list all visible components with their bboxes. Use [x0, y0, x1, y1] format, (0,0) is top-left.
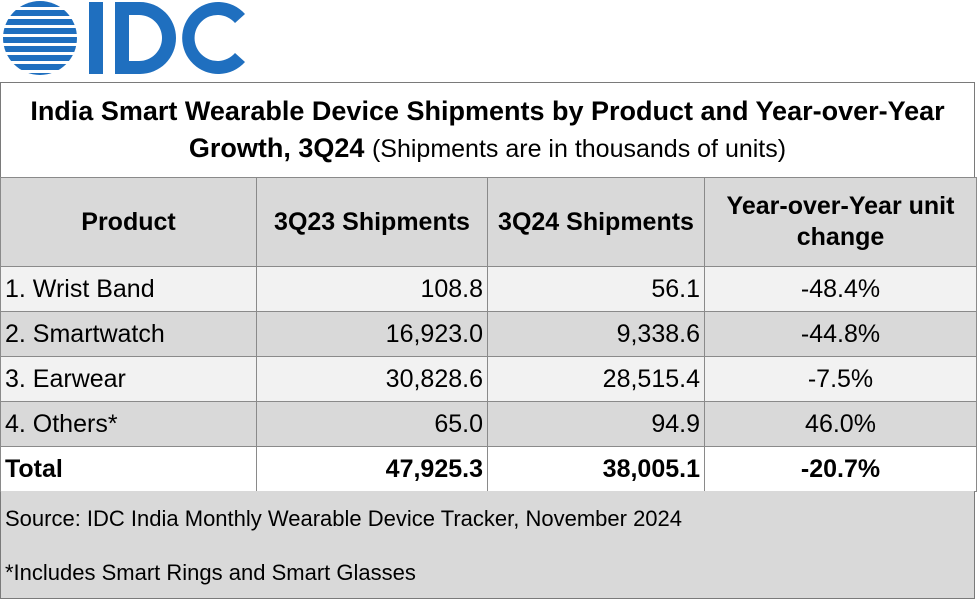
cell-3q24: 56.1 — [487, 266, 705, 312]
cell-product: 1. Wrist Band — [0, 266, 257, 312]
title-note: (Shipments are in thousands of units) — [371, 135, 787, 163]
cell-yoy: -7.5% — [704, 356, 977, 402]
cell-3q23: 16,923.0 — [256, 311, 488, 357]
footnote: *Includes Smart Rings and Smart Glasses — [5, 560, 416, 585]
cell-3q24: 28,515.4 — [487, 356, 705, 402]
table-frame: India Smart Wearable Device Shipments by… — [0, 82, 977, 599]
cell-product: 2. Smartwatch — [0, 311, 257, 357]
shipments-table: Product 3Q23 Shipments 3Q24 Shipments Ye… — [0, 177, 977, 492]
header-yoy: Year-over-Year unit change — [704, 177, 977, 267]
header-3q24: 3Q24 Shipments — [487, 177, 705, 267]
cell-3q23: 65.0 — [256, 401, 488, 447]
cell-3q24: 9,338.6 — [487, 311, 705, 357]
total-row: Total 47,925.3 38,005.1 -20.7% — [0, 446, 977, 492]
table-footer: Source: IDC India Monthly Wearable Devic… — [1, 491, 974, 598]
cell-3q24: 38,005.1 — [487, 446, 705, 492]
cell-3q23: 30,828.6 — [256, 356, 488, 402]
cell-yoy: -44.8% — [704, 311, 977, 357]
header-product: Product — [0, 177, 257, 267]
cell-3q23: 108.8 — [256, 266, 488, 312]
source-note: Source: IDC India Monthly Wearable Devic… — [5, 506, 683, 531]
table-title: India Smart Wearable Device Shipments by… — [1, 83, 974, 177]
table-row: 2. Smartwatch 16,923.0 9,338.6 -44.8% — [0, 311, 977, 357]
cell-yoy: -48.4% — [704, 266, 977, 312]
cell-product: Total — [0, 446, 257, 492]
table-row: 3. Earwear 30,828.6 28,515.4 -7.5% — [0, 356, 977, 402]
cell-yoy: -20.7% — [704, 446, 977, 492]
table-row: 1. Wrist Band 108.8 56.1 -48.4% — [0, 266, 977, 312]
cell-3q24: 94.9 — [487, 401, 705, 447]
cell-yoy: 46.0% — [704, 401, 977, 447]
title-main: India Smart Wearable Device Shipments by… — [30, 96, 945, 163]
cell-3q23: 47,925.3 — [256, 446, 488, 492]
cell-product: 3. Earwear — [0, 356, 257, 402]
cell-product: 4. Others* — [0, 401, 257, 447]
table-row: 4. Others* 65.0 94.9 46.0% — [0, 401, 977, 447]
header-3q23: 3Q23 Shipments — [256, 177, 488, 267]
header-row: Product 3Q23 Shipments 3Q24 Shipments Ye… — [0, 177, 977, 267]
idc-logo — [3, 1, 245, 75]
